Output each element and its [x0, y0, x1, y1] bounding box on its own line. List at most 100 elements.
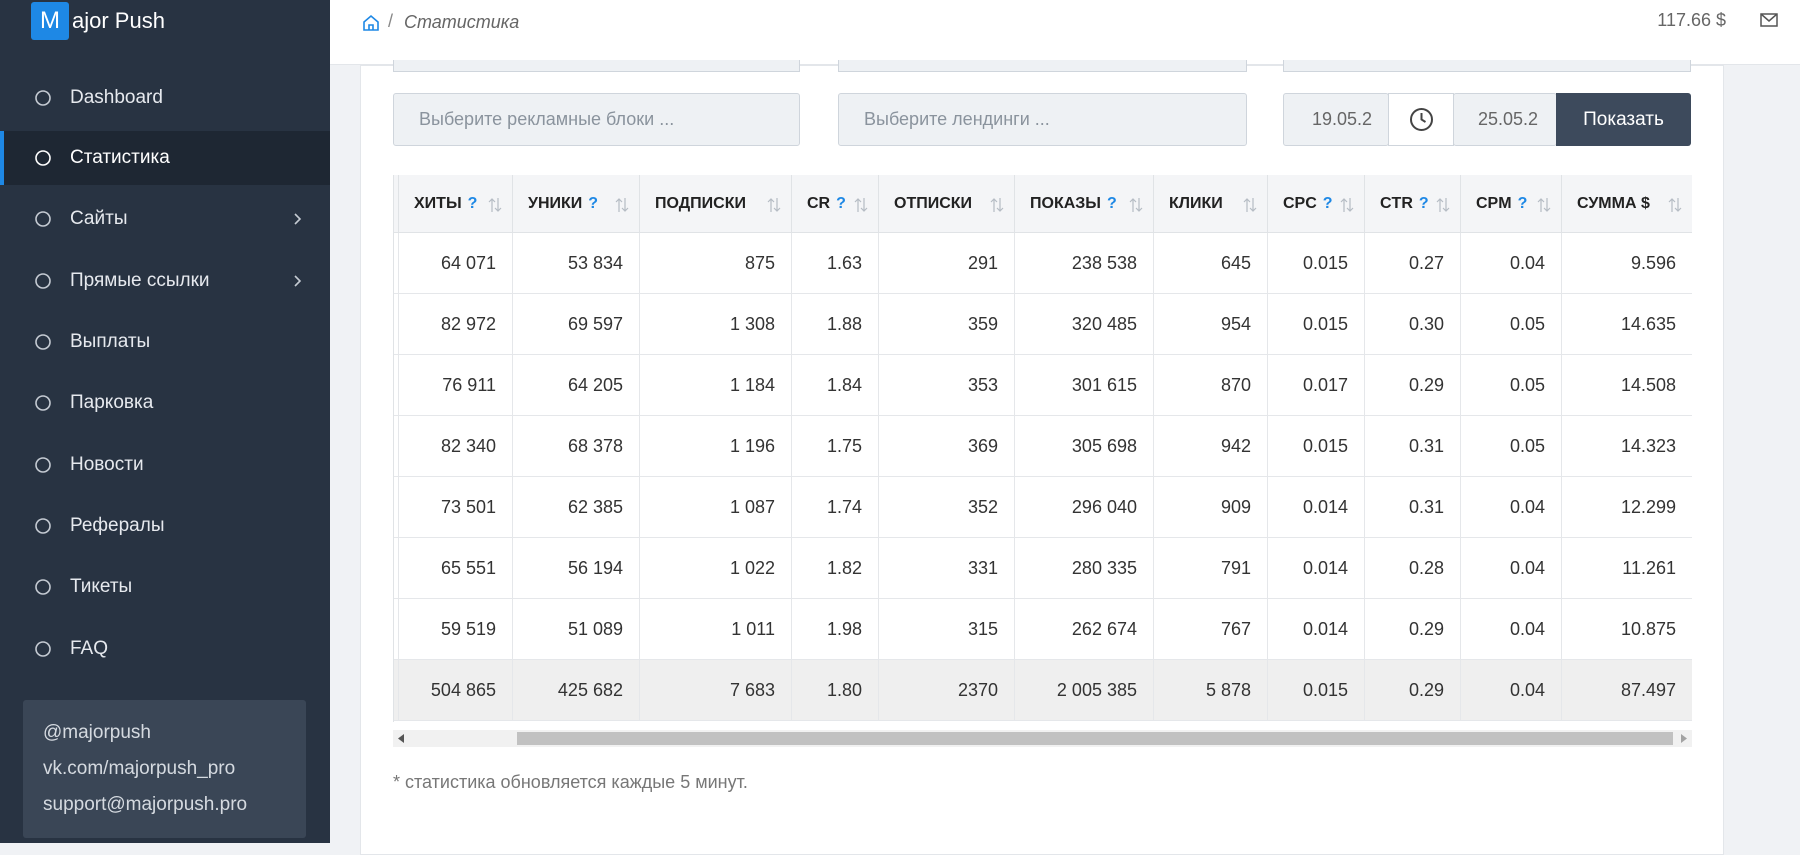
nav-item[interactable]: Сайты — [70, 208, 128, 229]
total-cell: 7 683 — [640, 660, 792, 721]
nav-icon — [35, 90, 51, 106]
topbar: / Статистика 117.66 $ — [330, 0, 1800, 65]
help-mark[interactable]: ? — [1106, 195, 1117, 212]
nav-item[interactable]: Прямые ссылки — [70, 270, 210, 291]
table-cell: 64 071 — [399, 233, 513, 294]
header-cell[interactable]: CTR? — [1365, 175, 1461, 233]
social-link[interactable]: @majorpush — [43, 722, 151, 743]
header-cell[interactable]: ХИТЫ? — [399, 175, 513, 233]
table-cell: 645 — [1154, 233, 1268, 294]
sort-shape — [1436, 198, 1450, 212]
nav-icon — [35, 334, 51, 350]
social-link[interactable]: vk.com/majorpush_pro — [43, 758, 236, 779]
help-mark[interactable]: ? — [836, 195, 846, 212]
table-cell: 1.63 — [792, 233, 879, 294]
icon-shape — [35, 334, 51, 350]
help-mark[interactable]: ? — [467, 195, 478, 212]
table-cell: 73 501 — [399, 477, 513, 538]
show-button[interactable]: Показать — [1556, 93, 1691, 146]
table-cell: 1 011 — [640, 599, 792, 660]
table-cell: 62 385 — [513, 477, 640, 538]
header-cell[interactable]: ОТПИСКИ — [879, 175, 1015, 233]
table-cell: 0.04 — [1461, 233, 1562, 294]
header-cell[interactable]: СУММА $ — [1562, 175, 1692, 233]
nav-item[interactable]: Новости — [70, 454, 144, 475]
header-cell[interactable]: ПОДПИСКИ — [640, 175, 792, 233]
header-label: CTR — [1380, 195, 1413, 212]
table-cell: 767 — [1154, 599, 1268, 660]
table-cell: 870 — [1154, 355, 1268, 416]
table-cell: 14.508 — [1562, 355, 1692, 416]
help-mark[interactable]: ? — [1322, 195, 1333, 212]
nav-item[interactable]: Рефералы — [70, 515, 165, 536]
date-to[interactable]: 25.05.2 — [1453, 93, 1557, 146]
header-cell[interactable]: ПОКАЗЫ? — [1015, 175, 1154, 233]
table-cell: 68 378 — [513, 416, 640, 477]
nav-icon — [35, 641, 51, 657]
total-cell: 0.29 — [1365, 660, 1461, 721]
blocks-select[interactable]: Выберите рекламные блоки ... — [393, 93, 800, 146]
header-cell[interactable]: CPM? — [1461, 175, 1562, 233]
scroll-thumb[interactable] — [517, 732, 1673, 745]
table-cell: 280 335 — [1015, 538, 1154, 599]
header-label: КЛИКИ — [1169, 195, 1223, 212]
mail-icon[interactable] — [1760, 13, 1778, 27]
clock-box[interactable] — [1388, 93, 1454, 146]
nav-item[interactable]: Тикеты — [70, 576, 133, 597]
table-cell: 291 — [879, 233, 1015, 294]
table-cell: 0.014 — [1268, 538, 1365, 599]
sort-icon — [1537, 198, 1551, 212]
sort-icon — [1436, 198, 1450, 212]
scroll-left[interactable] — [397, 734, 405, 743]
social-link[interactable]: support@majorpush.pro — [43, 794, 248, 815]
chevron-shape — [294, 213, 302, 225]
sort-shape — [1537, 198, 1551, 212]
header-cell[interactable]: УНИКИ? — [513, 175, 640, 233]
balance: 117.66 $ — [1657, 10, 1726, 30]
scroll-right[interactable] — [1680, 734, 1688, 743]
sort-shape — [488, 198, 502, 212]
table-cell: 56 194 — [513, 538, 640, 599]
nav-item[interactable]: FAQ — [70, 638, 109, 659]
nav-icon — [35, 457, 51, 473]
table-cell: 0.28 — [1365, 538, 1461, 599]
home-icon[interactable] — [362, 14, 380, 32]
header-cell[interactable]: КЛИКИ — [1154, 175, 1268, 233]
table-cell: 0.29 — [1365, 599, 1461, 660]
sort-icon — [1340, 198, 1354, 212]
table-cell: 76 911 — [399, 355, 513, 416]
nav-item[interactable]: Выплаты — [70, 331, 151, 352]
table-cell: 359 — [879, 294, 1015, 355]
sort-icon — [1129, 198, 1143, 212]
help-mark[interactable]: ? — [1418, 195, 1429, 212]
help-mark[interactable]: ? — [1517, 195, 1528, 212]
landings-select[interactable]: Выберите лендинги ... — [838, 93, 1247, 146]
nav-item[interactable]: Парковка — [70, 392, 154, 413]
table-cell: 1.88 — [792, 294, 879, 355]
nav-item[interactable]: Статистика — [0, 131, 330, 185]
icon-shape — [35, 641, 51, 657]
nav-item[interactable]: Dashboard — [70, 87, 163, 108]
header-cell[interactable]: CR? — [792, 175, 879, 233]
date-from[interactable]: 19.05.2 — [1283, 93, 1389, 146]
nav-icon — [35, 150, 51, 166]
table-cell: 0.05 — [1461, 294, 1562, 355]
header-cell[interactable]: CPC? — [1268, 175, 1365, 233]
table-cell: 53 834 — [513, 233, 640, 294]
table-cell: 1.74 — [792, 477, 879, 538]
table-cell: 0.30 — [1365, 294, 1461, 355]
help-mark[interactable]: ? — [588, 195, 599, 212]
table-cell: 1 087 — [640, 477, 792, 538]
sort-icon — [1668, 198, 1682, 212]
table-cell: 0.017 — [1268, 355, 1365, 416]
table-cell: 82 340 — [399, 416, 513, 477]
icon-shape — [35, 395, 51, 411]
table-cell: 0.04 — [1461, 599, 1562, 660]
logo-text: ajor Push — [72, 8, 165, 33]
icon-shape — [35, 211, 51, 227]
table-cell: 1 196 — [640, 416, 792, 477]
scrollbar[interactable] — [393, 730, 1692, 747]
table-cell: 14.323 — [1562, 416, 1692, 477]
table-cell: 0.31 — [1365, 416, 1461, 477]
